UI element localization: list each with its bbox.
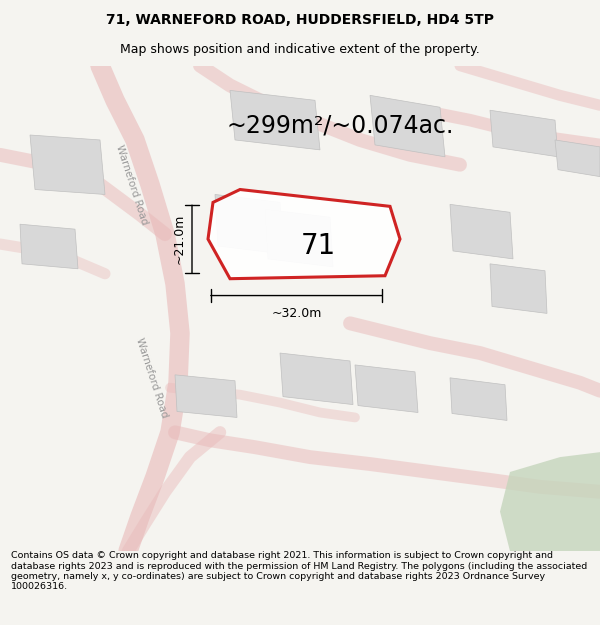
Polygon shape bbox=[20, 224, 78, 269]
Polygon shape bbox=[215, 194, 283, 254]
Polygon shape bbox=[175, 375, 237, 418]
Text: Warneford Road: Warneford Road bbox=[115, 143, 149, 226]
Text: 71, WARNEFORD ROAD, HUDDERSFIELD, HD4 5TP: 71, WARNEFORD ROAD, HUDDERSFIELD, HD4 5T… bbox=[106, 13, 494, 27]
Polygon shape bbox=[265, 209, 333, 267]
Text: Map shows position and indicative extent of the property.: Map shows position and indicative extent… bbox=[120, 42, 480, 56]
Polygon shape bbox=[555, 140, 600, 177]
Polygon shape bbox=[490, 264, 547, 313]
Polygon shape bbox=[500, 452, 600, 551]
Polygon shape bbox=[30, 135, 105, 194]
Polygon shape bbox=[370, 96, 445, 157]
Text: ~21.0m: ~21.0m bbox=[173, 214, 186, 264]
Polygon shape bbox=[490, 110, 558, 157]
Polygon shape bbox=[450, 204, 513, 259]
Text: Contains OS data © Crown copyright and database right 2021. This information is : Contains OS data © Crown copyright and d… bbox=[11, 551, 587, 591]
Text: ~32.0m: ~32.0m bbox=[271, 308, 322, 321]
Polygon shape bbox=[355, 365, 418, 413]
Polygon shape bbox=[230, 91, 320, 150]
Text: 71: 71 bbox=[301, 232, 335, 260]
Polygon shape bbox=[280, 353, 353, 404]
Polygon shape bbox=[450, 378, 507, 421]
Text: ~299m²/~0.074ac.: ~299m²/~0.074ac. bbox=[226, 113, 454, 137]
Polygon shape bbox=[208, 189, 400, 279]
Text: Warneford Road: Warneford Road bbox=[134, 336, 170, 419]
